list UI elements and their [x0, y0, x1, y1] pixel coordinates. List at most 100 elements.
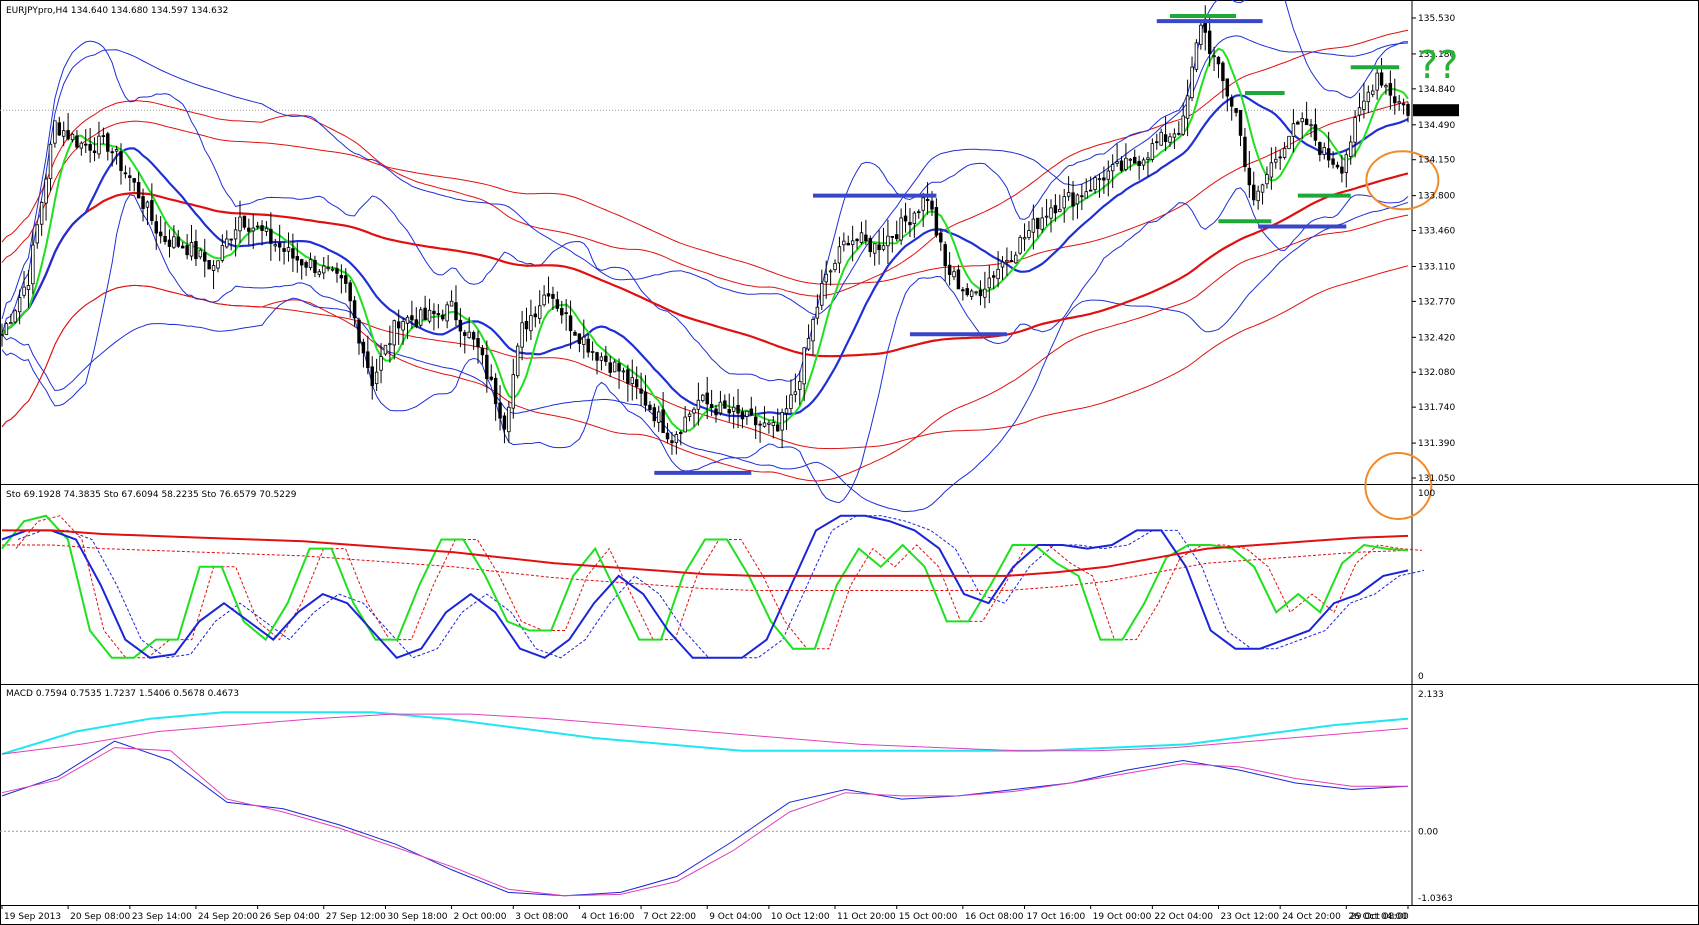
candle[interactable]: [383, 344, 388, 355]
candle[interactable]: [1260, 184, 1265, 193]
candle[interactable]: [1018, 236, 1022, 254]
candle[interactable]: [471, 332, 476, 340]
candle[interactable]: [978, 289, 983, 297]
candle[interactable]: [75, 135, 79, 148]
candle[interactable]: [163, 236, 167, 242]
candle[interactable]: [286, 247, 291, 252]
candle[interactable]: [1322, 146, 1326, 155]
candle[interactable]: [1185, 95, 1190, 119]
candle[interactable]: [850, 240, 855, 245]
candle[interactable]: [687, 413, 692, 417]
candle[interactable]: [326, 267, 330, 270]
candle[interactable]: [1119, 160, 1124, 171]
candle[interactable]: [502, 415, 507, 430]
candle[interactable]: [1397, 101, 1401, 104]
candle[interactable]: [1291, 123, 1296, 138]
candle[interactable]: [1207, 30, 1212, 54]
candle[interactable]: [247, 227, 251, 232]
candle[interactable]: [798, 381, 802, 390]
candle[interactable]: [132, 178, 136, 183]
candle[interactable]: [344, 275, 348, 284]
candle[interactable]: [150, 200, 154, 221]
candle[interactable]: [1137, 160, 1141, 167]
candle[interactable]: [339, 275, 344, 279]
candle[interactable]: [956, 269, 961, 290]
candle[interactable]: [758, 423, 762, 426]
candle[interactable]: [467, 331, 471, 339]
candle[interactable]: [84, 143, 88, 146]
candle[interactable]: [630, 377, 634, 384]
candle[interactable]: [855, 238, 859, 242]
candle[interactable]: [868, 237, 873, 253]
candle[interactable]: [1088, 189, 1093, 192]
candle[interactable]: [1229, 97, 1234, 107]
candle[interactable]: [299, 259, 304, 266]
candle[interactable]: [846, 242, 850, 246]
candle[interactable]: [1375, 72, 1379, 91]
candle[interactable]: [449, 300, 454, 307]
candle[interactable]: [1300, 118, 1304, 123]
candle[interactable]: [996, 268, 1000, 280]
candle[interactable]: [745, 410, 749, 417]
candle[interactable]: [537, 305, 542, 319]
candle[interactable]: [648, 404, 652, 410]
candle[interactable]: [379, 356, 383, 371]
candle[interactable]: [1335, 164, 1340, 168]
candle[interactable]: [1049, 207, 1053, 219]
candle[interactable]: [709, 404, 714, 408]
candle[interactable]: [784, 408, 789, 414]
candle[interactable]: [1203, 22, 1207, 33]
candle[interactable]: [154, 221, 158, 234]
candle[interactable]: [595, 352, 599, 361]
candle[interactable]: [771, 422, 776, 426]
candle[interactable]: [1296, 121, 1300, 125]
candle[interactable]: [582, 336, 586, 345]
candle[interactable]: [97, 135, 101, 155]
candle[interactable]: [189, 242, 194, 257]
candle[interactable]: [1071, 192, 1075, 207]
candle[interactable]: [974, 291, 978, 294]
candle[interactable]: [304, 262, 308, 268]
candle[interactable]: [639, 388, 643, 394]
candle[interactable]: [1282, 147, 1287, 158]
candle[interactable]: [370, 366, 374, 387]
candle[interactable]: [1362, 100, 1366, 110]
candle[interactable]: [1304, 118, 1309, 126]
candle[interactable]: [66, 130, 70, 140]
candle[interactable]: [79, 142, 84, 149]
candle[interactable]: [489, 376, 493, 380]
candle[interactable]: [921, 197, 925, 211]
candle[interactable]: [1128, 158, 1133, 161]
candle[interactable]: [392, 320, 396, 346]
candle[interactable]: [1115, 161, 1119, 164]
candle[interactable]: [238, 216, 242, 232]
candle[interactable]: [899, 217, 903, 241]
candle[interactable]: [22, 286, 26, 296]
candle[interactable]: [388, 343, 392, 346]
candle[interactable]: [1379, 72, 1384, 86]
candle[interactable]: [1371, 90, 1375, 95]
candle[interactable]: [1344, 154, 1349, 173]
candle[interactable]: [4, 323, 9, 335]
candle[interactable]: [1238, 109, 1243, 136]
candle[interactable]: [1040, 217, 1044, 230]
candle[interactable]: [92, 150, 97, 154]
candle[interactable]: [233, 229, 238, 240]
candle[interactable]: [396, 321, 401, 329]
candle[interactable]: [35, 224, 39, 244]
candle[interactable]: [806, 337, 811, 350]
candle[interactable]: [145, 201, 150, 208]
candle[interactable]: [908, 221, 912, 226]
candle[interactable]: [1216, 56, 1221, 65]
candle[interactable]: [277, 242, 282, 248]
candle[interactable]: [291, 248, 295, 259]
candle[interactable]: [423, 307, 427, 321]
candle[interactable]: [1212, 55, 1216, 58]
candle[interactable]: [568, 315, 573, 332]
candle[interactable]: [17, 297, 22, 313]
candle[interactable]: [110, 151, 114, 154]
candle[interactable]: [824, 273, 828, 283]
candle[interactable]: [1066, 192, 1071, 197]
candle[interactable]: [577, 333, 582, 344]
